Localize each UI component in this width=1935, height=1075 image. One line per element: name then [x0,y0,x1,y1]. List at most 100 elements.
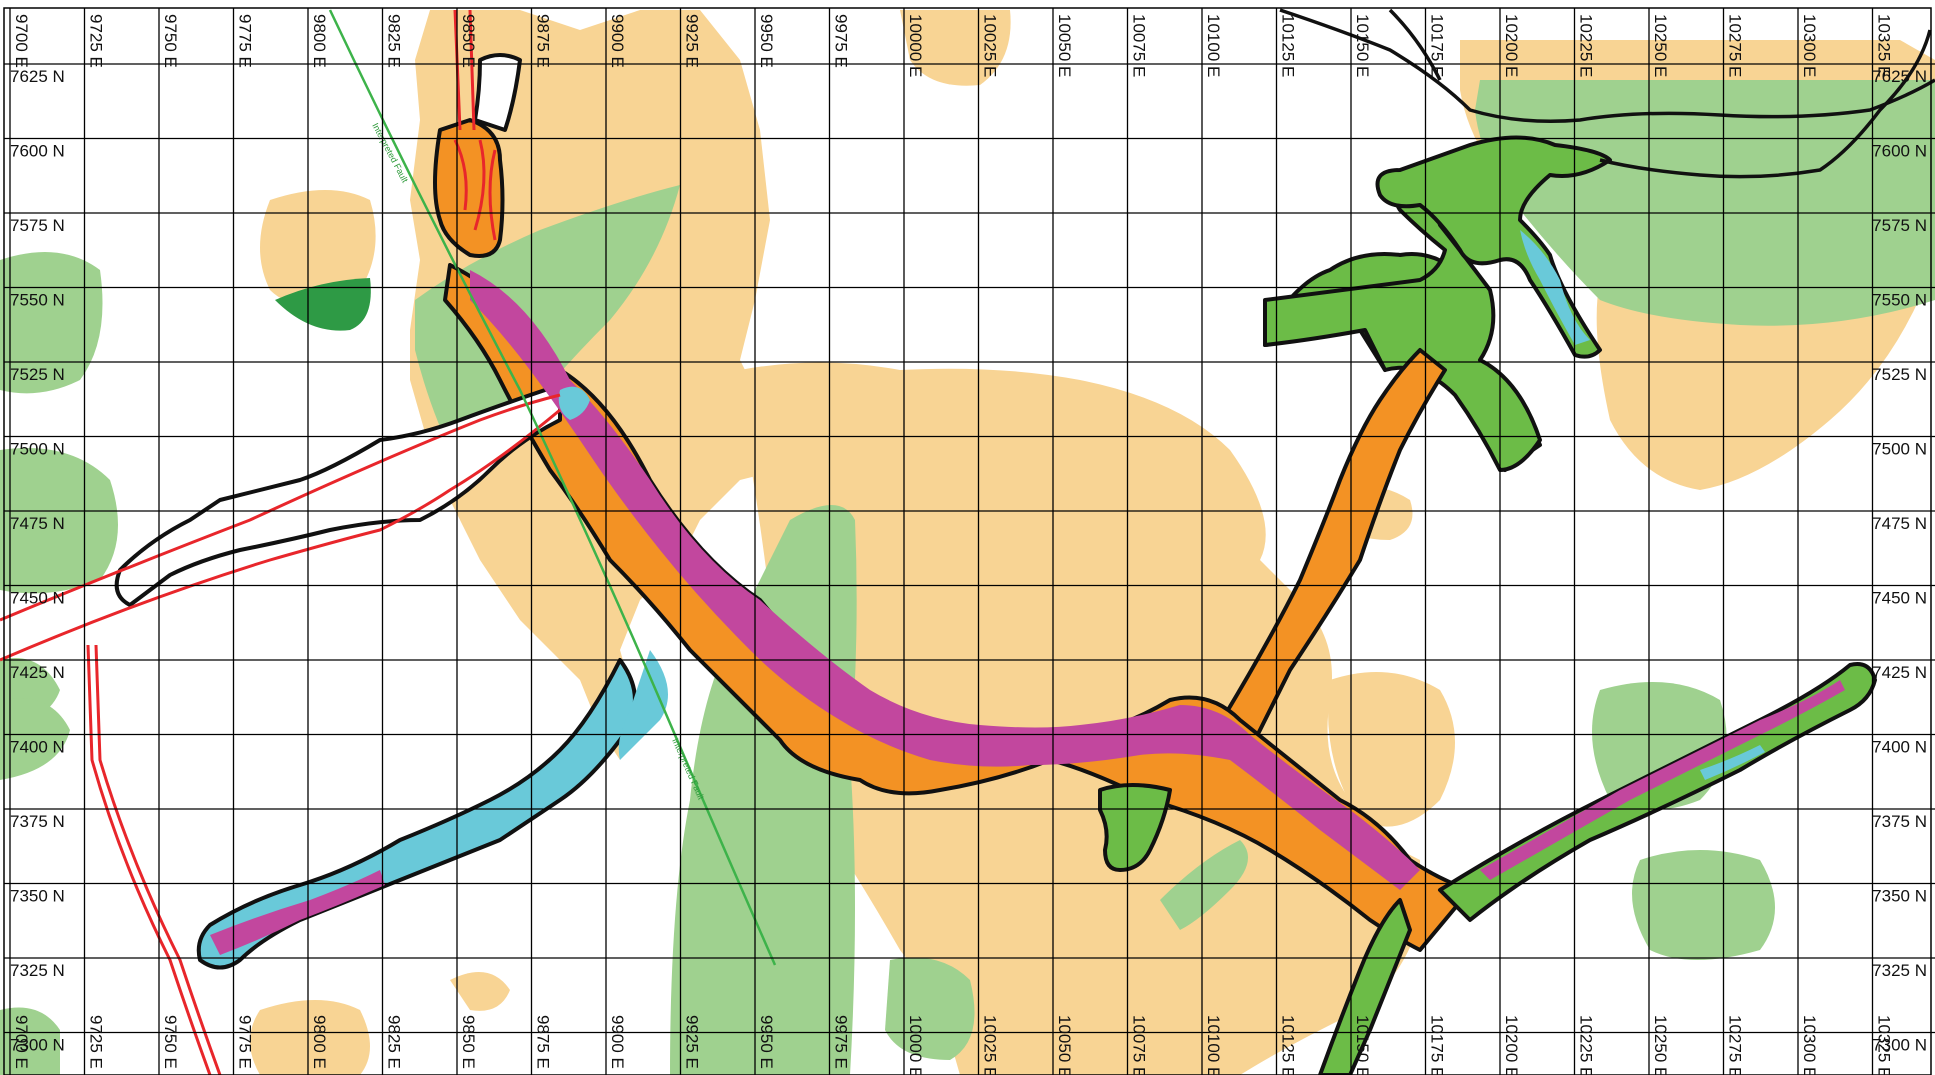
easting-label-bottom: 9700 E [12,1015,31,1069]
easting-label-bottom: 9900 E [608,1015,627,1069]
easting-label-bottom: 10275 E [1726,1015,1745,1075]
easting-label-top: 9775 E [236,14,255,68]
tan-zone [450,972,510,1011]
easting-label-top: 9825 E [385,14,404,68]
easting-label-top: 9925 E [683,14,702,68]
northing-label-right: 7325 N [1872,961,1927,980]
northing-label-left: 7375 N [10,812,65,831]
red-shaft-line [86,644,212,1075]
north-stub [473,53,522,132]
northing-label-left: 7500 N [10,440,65,459]
easting-label-bottom: 10150 E [1353,1015,1372,1075]
tan-zone [260,190,376,305]
northing-label-right: 7300 N [1872,1036,1927,1055]
northing-label-left: 7525 N [10,365,65,384]
northing-label-right: 7350 N [1872,887,1927,906]
easting-label-bottom: 10000 E [906,1015,925,1075]
easting-label-bottom: 9950 E [757,1015,776,1069]
cyan-patch [618,650,668,760]
cyan-patch [1700,745,1765,780]
northing-label-right: 7575 N [1872,216,1927,235]
northing-label-right: 7625 N [1872,67,1927,86]
easting-label-top: 9750 E [161,14,180,68]
easting-label-top: 10225 E [1577,14,1596,77]
easting-label-top: 9975 E [832,14,851,68]
easting-label-top: 10075 E [1130,14,1149,77]
easting-label-bottom: 9850 E [459,1015,478,1069]
easting-label-bottom: 10100 E [1204,1015,1223,1075]
northing-label-left: 7550 N [10,291,65,310]
tan-zone [1328,672,1455,827]
red-lines [0,9,561,1075]
northing-label-right: 7375 N [1872,812,1927,831]
northing-label-right: 7400 N [1872,738,1927,757]
northing-label-left: 7325 N [10,961,65,980]
easting-label-top: 10100 E [1204,14,1223,77]
north-drive [433,118,505,258]
easting-label-top: 10175 E [1428,14,1447,77]
easting-label-top: 10025 E [981,14,1000,77]
easting-label-top: 10275 E [1726,14,1745,77]
northing-label-right: 7525 N [1872,365,1927,384]
red-vertical [468,9,476,131]
easting-label-bottom: 9800 E [310,1015,329,1069]
easting-label-bottom: 9975 E [832,1015,851,1069]
easting-label-top: 10250 E [1651,14,1670,77]
easting-label-bottom: 10225 E [1577,1015,1596,1075]
easting-label-top: 10000 E [906,14,925,77]
outline-line [1599,29,1932,179]
outline-lines [1279,8,1935,179]
easting-label-top: 9725 E [87,14,106,68]
fault-line [328,9,777,966]
easting-label-top: 10150 E [1353,14,1372,77]
easting-label-bottom: 9875 E [534,1015,553,1069]
easting-label-bottom: 10250 E [1651,1015,1670,1075]
easting-label-bottom: 9750 E [161,1015,180,1069]
dark-green-zone [275,278,371,331]
light-green-zone [1632,850,1775,960]
easting-label-top: 10200 E [1502,14,1521,77]
light-green-zone [415,185,680,462]
northing-label-left: 7400 N [10,738,65,757]
tan-zone [740,362,1420,1075]
northing-label-right: 7475 N [1872,514,1927,533]
northing-label-right: 7500 N [1872,440,1927,459]
easting-label-bottom: 10175 E [1428,1015,1447,1075]
northing-label-right: 7600 N [1872,142,1927,161]
easting-label-bottom: 9925 E [683,1015,702,1069]
light-green-zone [0,1007,60,1075]
grid-lines [3,7,1935,1075]
cyan-patch [558,386,590,420]
easting-label-top: 9875 E [534,14,553,68]
easting-label-bottom: 9825 E [385,1015,404,1069]
red-drive-line [0,393,561,622]
magenta-vein [210,870,385,955]
easting-label-bottom: 10125 E [1279,1015,1298,1075]
ne-orange-ramp [1223,348,1447,752]
outline-line [1279,8,1935,123]
light-green-zone [1475,80,1935,326]
easting-label-bottom: 10075 E [1130,1015,1149,1075]
easting-label-top: 10050 E [1055,14,1074,77]
easting-label-top: 10125 E [1279,14,1298,77]
easting-label-top: 9700 E [12,14,31,68]
easting-label-top: 10300 E [1800,14,1819,77]
south-drive [1318,898,1412,1075]
easting-label-top: 9850 E [459,14,478,68]
tan-zone [250,1000,370,1075]
northing-label-right: 7550 N [1872,291,1927,310]
easting-label-bottom: 10200 E [1502,1015,1521,1075]
northing-label-right: 7450 N [1872,589,1927,608]
northing-label-left: 7600 N [10,142,65,161]
red-drive-line [0,408,561,662]
light-green-zone [1160,840,1248,930]
tan-zone [900,10,1011,86]
red-shaft-line [94,644,222,1075]
grid-labels: 9700 E 9700 E 9725 E 9725 E 9750 E 9750 E 9775… [10,14,1927,1075]
easting-label-top: 9950 E [757,14,776,68]
easting-label-bottom: 9775 E [236,1015,255,1069]
easting-label-top: 9900 E [608,14,627,68]
magenta-vein [1480,680,1845,880]
northing-label-left: 7625 N [10,67,65,86]
outline-line [1388,8,1442,81]
